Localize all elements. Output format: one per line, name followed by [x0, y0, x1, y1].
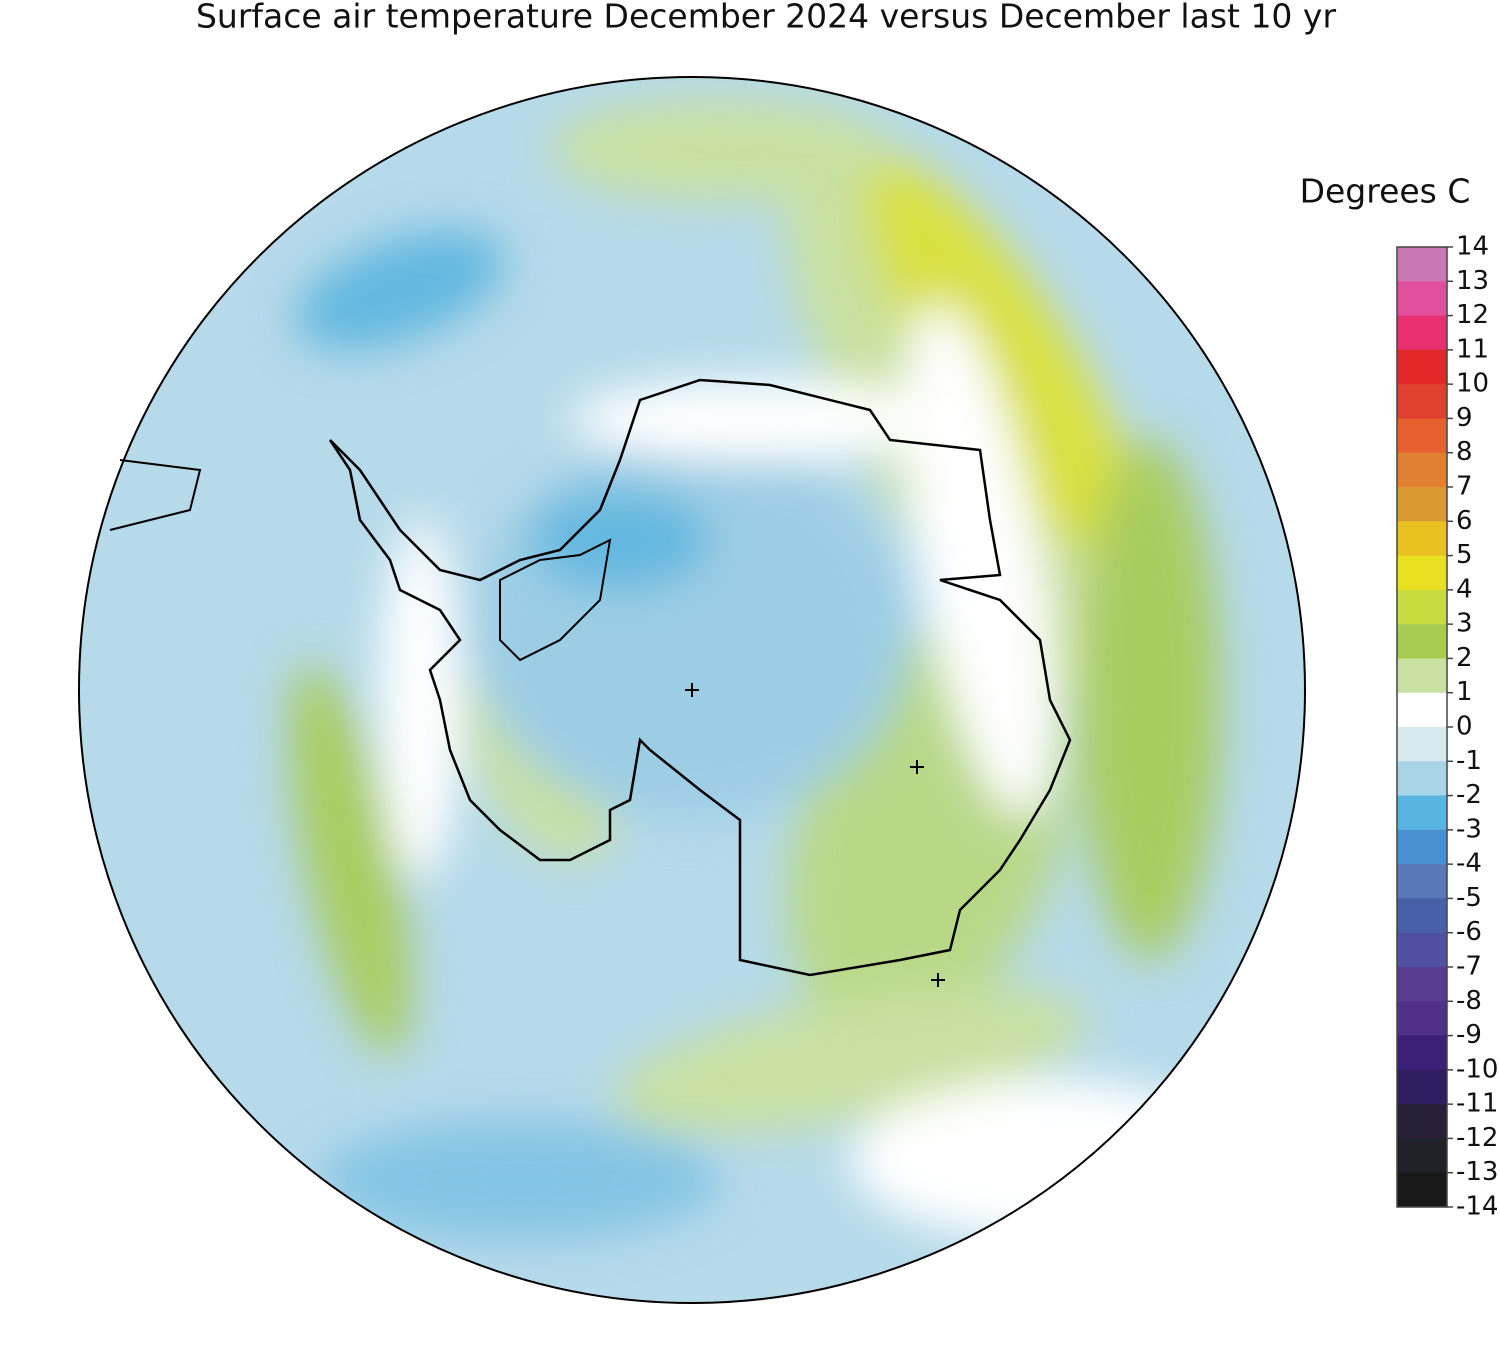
- colorbar-band: [1397, 247, 1447, 282]
- colorbar-tick-label: -9: [1456, 1020, 1482, 1050]
- map-border: [78, 76, 1306, 1304]
- antarctica-coastline: [328, 378, 1072, 977]
- colorbar-band: [1397, 727, 1447, 762]
- colorbar-band: [1397, 1035, 1447, 1071]
- colorbar-band: [1397, 281, 1447, 317]
- colorbar-band: [1397, 898, 1447, 934]
- colorbar-band: [1397, 1104, 1447, 1139]
- colorbar-tick-label: 13: [1456, 266, 1489, 296]
- colorbar-band: [1397, 692, 1447, 728]
- colorbar-tick-label: -6: [1456, 917, 1482, 947]
- colorbar-tick-label: -5: [1456, 883, 1482, 913]
- colorbar-band: [1397, 1069, 1447, 1105]
- colorbar-tick-label: 14: [1456, 232, 1489, 262]
- colorbar-tick-label: 8: [1456, 437, 1473, 467]
- map-title: Surface air temperature December 2024 ve…: [196, 0, 1336, 36]
- colorbar-band: [1397, 589, 1447, 625]
- colorbar-band: [1397, 521, 1447, 557]
- colorbar-tick-label: 11: [1456, 334, 1489, 364]
- colorbar-tick-label: -3: [1456, 814, 1482, 844]
- south-america-coastline: [109, 459, 202, 531]
- colorbar-tick-label: 3: [1456, 609, 1473, 639]
- colorbar-tick-label: -10: [1456, 1054, 1498, 1084]
- colorbar-band: [1397, 658, 1447, 694]
- colorbar-band: [1397, 1138, 1447, 1174]
- colorbar-band: [1397, 967, 1447, 1002]
- colorbar-tick-label: 5: [1456, 540, 1473, 570]
- colorbar-band: [1397, 624, 1447, 659]
- colorbar-tick-label: -12: [1456, 1123, 1498, 1153]
- colorbar-tick-label: 10: [1456, 369, 1489, 399]
- colorbar-tick-label: -8: [1456, 986, 1482, 1016]
- colorbar-tick-label: 12: [1456, 300, 1489, 330]
- colorbar-tick-label: 2: [1456, 643, 1473, 673]
- colorbar-tick-label: 4: [1456, 574, 1473, 604]
- colorbar-tick-label: 6: [1456, 506, 1473, 536]
- legend-title: Degrees C: [1300, 172, 1471, 211]
- colorbar-band: [1397, 1172, 1447, 1208]
- colorbar-band: [1397, 452, 1447, 488]
- colorbar-band: [1397, 932, 1447, 968]
- colorbar-band: [1397, 487, 1447, 522]
- colorbar-tick-label: 7: [1456, 472, 1473, 502]
- colorbar-tick-label: -1: [1456, 746, 1482, 776]
- colorbar-band: [1397, 864, 1447, 899]
- colorbar-tick-label: -11: [1456, 1089, 1498, 1119]
- colorbar-band: [1397, 761, 1447, 797]
- colorbar-band: [1397, 349, 1447, 385]
- colorbar-tick-label: -7: [1456, 952, 1482, 982]
- colorbar-tick-label: -13: [1456, 1157, 1498, 1187]
- colorbar-band: [1397, 829, 1447, 865]
- colorbar-tick-label: -4: [1456, 849, 1482, 879]
- colorbar-tick-label: 9: [1456, 403, 1473, 433]
- colorbar-band: [1397, 555, 1447, 591]
- colorbar: 14131211109876543210-1-2-3-4-5-6-7-8-9-1…: [1396, 232, 1498, 1222]
- colorbar-band: [1397, 1001, 1447, 1037]
- ice-shelf-outline: [499, 538, 612, 662]
- colorbar-tick-label: 1: [1456, 677, 1473, 707]
- colorbar-tick-label: -2: [1456, 780, 1482, 810]
- markers: [685, 683, 945, 987]
- colorbar-band: [1397, 384, 1447, 419]
- colorbar-tick-label: 0: [1456, 712, 1473, 742]
- colorbar-band: [1397, 795, 1447, 831]
- colorbar-band: [1397, 315, 1447, 351]
- colorbar-band: [1397, 418, 1447, 454]
- colorbar-tick-label: -14: [1456, 1192, 1498, 1222]
